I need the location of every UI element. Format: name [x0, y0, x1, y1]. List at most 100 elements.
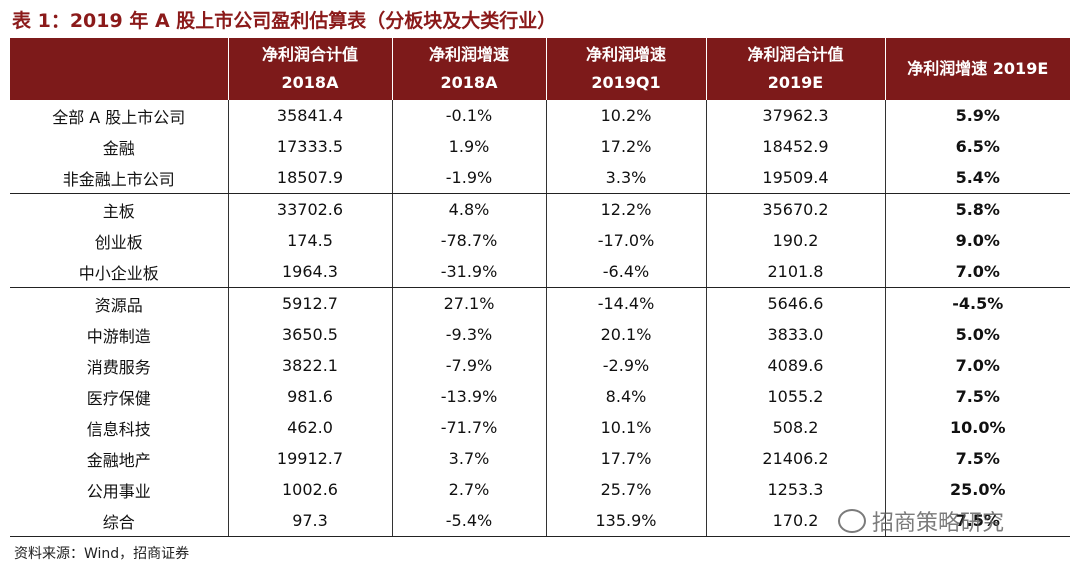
cell: -31.9% [391, 256, 546, 288]
cell: 508.2 [705, 412, 885, 443]
table-row: 医疗保健 981.6 -13.9% 8.4% 1055.2 7.5% [10, 381, 1070, 412]
cell: 17.2% [545, 131, 706, 162]
header-line: 净利润增速 [585, 45, 666, 64]
cell: 1002.6 [227, 474, 392, 505]
cell: -7.9% [391, 350, 546, 381]
header-line: 净利润合计值 [261, 45, 358, 64]
row-label: 中小企业板 [10, 256, 228, 288]
cell: 35670.2 [705, 193, 885, 225]
cell: 1055.2 [705, 381, 885, 412]
cell: 12.2% [545, 193, 706, 225]
cell: 2101.8 [705, 256, 885, 288]
row-label: 非金融上市公司 [10, 162, 228, 194]
table-row: 公用事业 1002.6 2.7% 25.7% 1253.3 25.0% [10, 474, 1070, 505]
table-row: 全部 A 股上市公司 35841.4 -0.1% 10.2% 37962.3 5.9% [10, 100, 1070, 131]
row-label: 中游制造 [86, 326, 151, 346]
table-title: 表 1：2019 年 A 股上市公司盈利估算表（分板块及大类行业） [12, 10, 557, 32]
cell: 3822.1 [227, 350, 392, 381]
cell: 5.8% [884, 193, 1070, 225]
cell: 7.0% [884, 256, 1070, 288]
cell: 190.2 [705, 225, 885, 256]
cell: 5646.6 [705, 287, 885, 319]
cell: -17.0% [545, 225, 706, 256]
watermark-text: 招商策略研究 [872, 511, 1005, 536]
cell: 35841.4 [227, 100, 392, 131]
table-row: 金融地产 19912.7 3.7% 17.7% 21406.2 7.5% [10, 443, 1070, 474]
cell: -1.9% [391, 162, 546, 194]
cell: 19509.4 [705, 162, 885, 194]
table-row: 金融 17333.5 1.9% 17.2% 18452.9 6.5% [10, 131, 1070, 162]
cell: 3650.5 [227, 319, 392, 350]
table-row: 资源品 5912.7 27.1% -14.4% 5646.6 -4.5% [10, 287, 1070, 319]
table-row: 中小企业板 1964.3 -31.9% -6.4% 2101.8 7.0% [10, 256, 1070, 288]
watermark: 招商策略研究 [838, 505, 1004, 537]
cell: 10.0% [884, 412, 1070, 443]
cell: 19912.7 [227, 443, 392, 474]
cell: -2.9% [545, 350, 706, 381]
cell: 17.7% [545, 443, 706, 474]
table-body: 全部 A 股上市公司 35841.4 -0.1% 10.2% 37962.3 5.9% 金融… [10, 100, 1070, 537]
table-row: 消费服务 3822.1 -7.9% -2.9% 4089.6 7.0% [10, 350, 1070, 381]
cell: 37962.3 [705, 100, 885, 131]
row-label: 公用事业 [86, 481, 151, 501]
earnings-table: 净利润合计值 2018A 净利润增速 2018A 净利润增速 2019Q1 净利润合计值 20… [10, 38, 1070, 537]
cell: 3833.0 [705, 319, 885, 350]
cell: -13.9% [391, 381, 546, 412]
cell: 7.5% [884, 381, 1070, 412]
table-row: 非金融上市公司 18507.9 -1.9% 3.3% 19509.4 5.4% [10, 162, 1070, 194]
table-row: 主板 33702.6 4.8% 12.2% 35670.2 5.8% [10, 193, 1070, 225]
cell: 33702.6 [227, 193, 392, 225]
cell: 4089.6 [705, 350, 885, 381]
cell: -5.4% [391, 505, 546, 537]
cell: 2.7% [391, 474, 546, 505]
row-label: 创业板 [94, 232, 143, 252]
row-label: 医疗保健 [86, 388, 151, 408]
header-line: 2018A [281, 73, 339, 92]
cell: 3.3% [545, 162, 706, 194]
cell: -9.3% [391, 319, 546, 350]
wechat-icon [838, 509, 866, 533]
header-line: 2019E [767, 73, 824, 92]
cell: 4.8% [391, 193, 546, 225]
cell: 3.7% [391, 443, 546, 474]
table-row: 中游制造 3650.5 -9.3% 20.1% 3833.0 5.0% [10, 319, 1070, 350]
cell: 27.1% [391, 287, 546, 319]
cell: 5.4% [884, 162, 1070, 194]
cell: 18452.9 [705, 131, 885, 162]
cell: 5.9% [884, 100, 1070, 131]
cell: 8.4% [545, 381, 706, 412]
cell: 18507.9 [227, 162, 392, 194]
cell: 7.5% [884, 443, 1070, 474]
table-row: 信息科技 462.0 -71.7% 10.1% 508.2 10.0% [10, 412, 1070, 443]
cell: -14.4% [545, 287, 706, 319]
table-row: 创业板 174.5 -78.7% -17.0% 190.2 9.0% [10, 225, 1070, 256]
cell: -71.7% [391, 412, 546, 443]
header-line: 净利润增速 [428, 45, 509, 64]
cell: 174.5 [227, 225, 392, 256]
row-label: 金融 [102, 138, 135, 158]
cell: 5912.7 [227, 287, 392, 319]
row-label: 综合 [10, 505, 228, 537]
cell: 1253.3 [705, 474, 885, 505]
header-cell: 净利润增速 2019Q1 [545, 38, 706, 100]
cell: 1964.3 [227, 256, 392, 288]
cell: 7.0% [884, 350, 1070, 381]
header-cell: 净利润合计值 2019E [705, 38, 885, 100]
header-line: 净利润增速 2019E [907, 59, 1049, 78]
cell: -4.5% [884, 287, 1070, 319]
cell: -6.4% [545, 256, 706, 288]
header-cell: 净利润增速 2019E [884, 38, 1070, 100]
header-cell: 净利润合计值 2018A [227, 38, 392, 100]
header-line: 净利润合计值 [747, 45, 844, 64]
cell: 97.3 [227, 505, 392, 537]
cell: 135.9% [545, 505, 706, 537]
row-label: 全部 A 股上市公司 [52, 107, 186, 127]
cell: 25.0% [884, 474, 1070, 505]
cell: 21406.2 [705, 443, 885, 474]
source-note: 资料来源：Wind，招商证券 [14, 546, 190, 562]
row-label: 主板 [102, 201, 135, 221]
cell: 17333.5 [227, 131, 392, 162]
cell: 981.6 [227, 381, 392, 412]
header-line: 2018A [440, 73, 498, 92]
